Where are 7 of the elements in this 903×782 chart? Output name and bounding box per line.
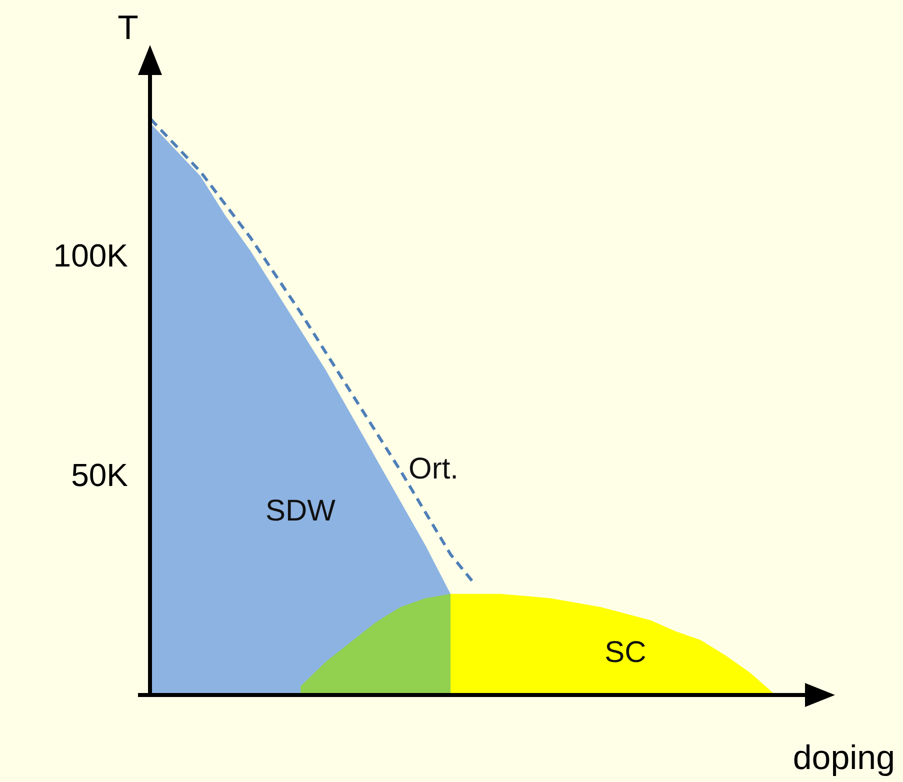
y-axis-title: T <box>118 8 138 47</box>
y-tick-label: 50K <box>71 457 128 494</box>
y-tick-label: 100K <box>53 237 128 274</box>
series-label: SC <box>604 636 646 670</box>
series-label: SDW <box>266 494 336 528</box>
x-axis-title: doping <box>792 738 895 777</box>
series-label: Ort. <box>408 452 458 486</box>
